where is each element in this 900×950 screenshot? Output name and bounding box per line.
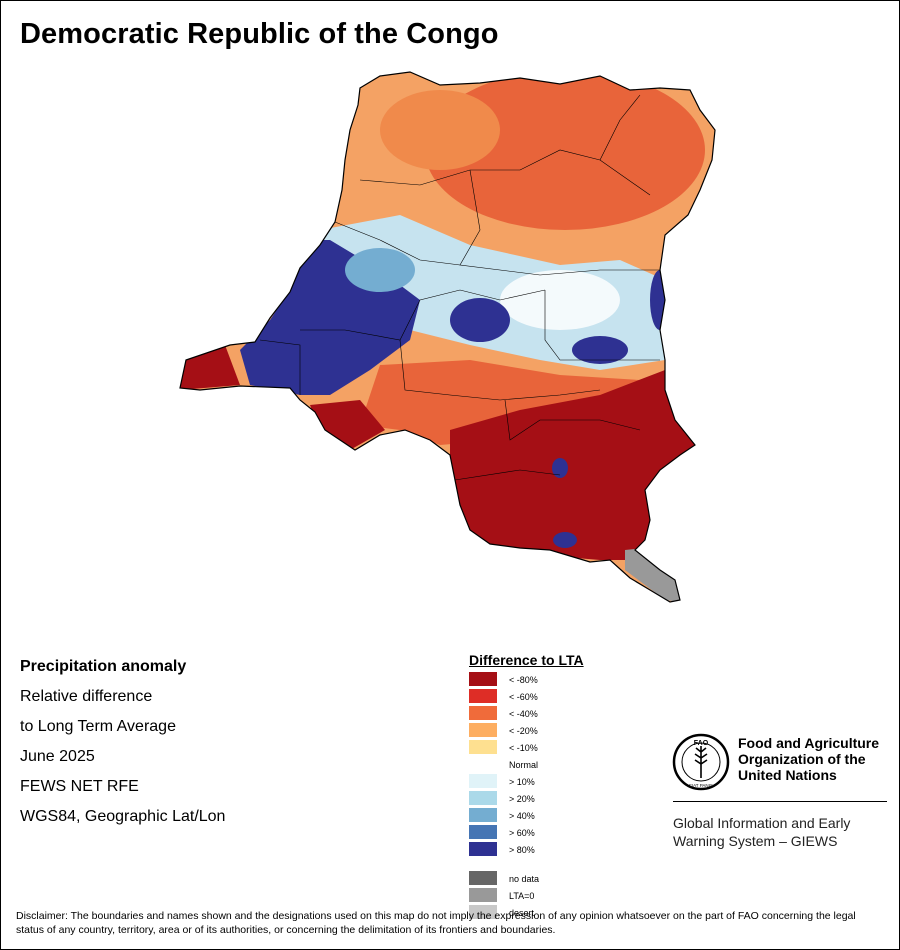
legend-label: LTA=0 (509, 891, 535, 901)
map-info: Precipitation anomaly Relative differenc… (20, 656, 225, 836)
legend-label: > 80% (509, 845, 535, 855)
fao-logo-inner-ring (681, 742, 721, 782)
region-north-west-dry (380, 90, 500, 170)
fao-name-line2: Organization of the (738, 751, 866, 767)
province-boundary-10 (454, 469, 561, 481)
province-boundary-6 (399, 339, 601, 401)
province-boundary-7 (504, 399, 641, 441)
legend-swatch (469, 706, 497, 720)
info-source: FEWS NET RFE (20, 778, 139, 795)
fao-logo-motto: FIAT PANIS (689, 783, 713, 788)
province-boundary-2 (459, 169, 660, 276)
province-boundary-5 (544, 290, 660, 361)
wheat-icon (694, 746, 708, 778)
info-line1: Relative difference (20, 688, 153, 705)
legend-title: Difference to LTA (469, 652, 584, 668)
province-boundary-3 (334, 221, 461, 266)
legend-label: < -80% (509, 675, 538, 685)
province-boundaries (259, 94, 660, 481)
province-boundary-8 (599, 94, 641, 161)
legend-swatch (469, 888, 497, 902)
country-border (179, 71, 716, 603)
legend-swatch (469, 740, 497, 754)
legend-label: < -10% (509, 743, 538, 753)
fao-logo: FAO FIAT PANIS (672, 733, 730, 791)
legend-swatch (469, 871, 497, 885)
info-line2: to Long Term Average (20, 718, 176, 735)
region-north-core-dry (425, 72, 705, 230)
legend-label: < -40% (509, 709, 538, 719)
region-central-normal (500, 270, 620, 330)
legend-swatch (469, 825, 497, 839)
legend-label: Normal (509, 760, 539, 770)
legend-swatch (469, 672, 497, 686)
region-south-wet-2 (553, 532, 577, 548)
region-south-transition (360, 360, 665, 445)
legend-label: > 10% (509, 777, 535, 787)
legend-swatch (469, 723, 497, 737)
region-central-wet (320, 215, 665, 370)
fao-name-line3: United Nations (738, 767, 837, 783)
giews-line1: Global Information and Early (673, 815, 851, 831)
legend-swatch (469, 757, 497, 771)
region-south-very-dry (450, 370, 700, 560)
legend-label: > 20% (509, 794, 535, 804)
legend-swatch (469, 842, 497, 856)
disclaimer: Disclaimer: The boundaries and names sho… (16, 910, 856, 936)
fao-name-line1: Food and Agriculture (738, 735, 880, 751)
info-period: June 2025 (20, 748, 95, 765)
info-heading: Precipitation anomaly (20, 658, 187, 675)
fao-divider (673, 801, 887, 802)
legend-swatch (469, 808, 497, 822)
legend: Difference to LTA < -80% < -60% < -40% < -2… (469, 652, 584, 919)
region-southwest-dry (310, 400, 385, 450)
legend-label: > 60% (509, 828, 535, 838)
region-east-wet-2 (572, 336, 628, 364)
region-east-wet-1 (450, 298, 510, 342)
precipitation-anomaly-map (179, 71, 716, 603)
region-south-wet-1 (552, 458, 568, 478)
legend-label: no data (509, 874, 540, 884)
legend-label: < -60% (509, 692, 538, 702)
province-boundary-9 (259, 339, 301, 395)
legend-swatch (469, 905, 497, 919)
fao-name: Food and Agriculture Organization of the… (738, 735, 879, 783)
giews-line2: Warning System – GIEWS (673, 833, 838, 849)
legend-label: > 40% (509, 811, 535, 821)
fao-logo-outer-ring (672, 733, 730, 791)
legend-swatch (469, 689, 497, 703)
fao-logo-text: FAO (694, 740, 709, 747)
map-title: Democratic Republic of the Congo (20, 18, 499, 50)
giews-name: Global Information and Early Warning Sys… (673, 814, 850, 850)
info-projection: WGS84, Geographic Lat/Lon (20, 808, 226, 825)
legend-swatch (469, 791, 497, 805)
region-west-moderate-wet (345, 248, 415, 292)
legend-swatch (469, 774, 497, 788)
region-no-data (625, 548, 680, 602)
province-boundary-4 (300, 289, 546, 341)
legend-label: desert (509, 908, 535, 918)
legend-label: < -20% (509, 726, 538, 736)
